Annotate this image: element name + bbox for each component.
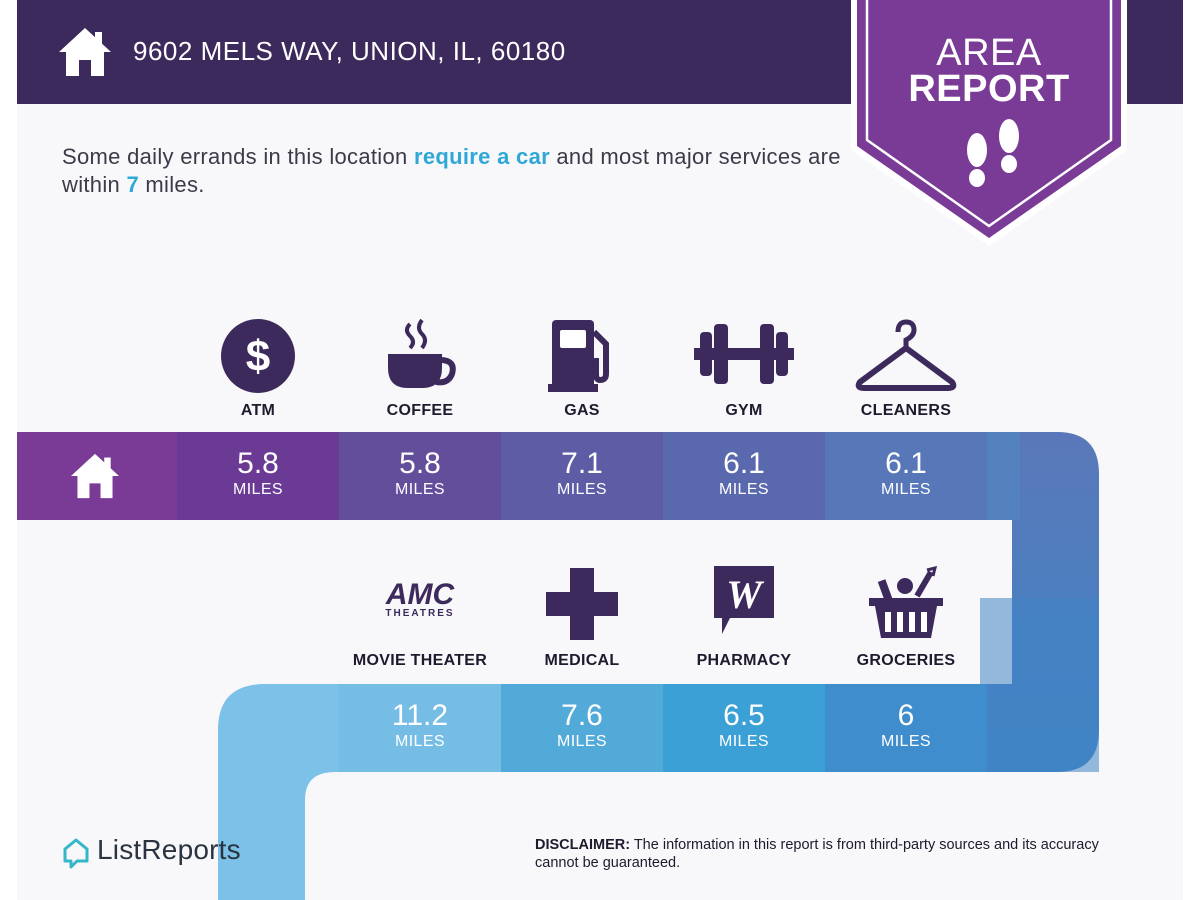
gym-icon-box [663,318,825,398]
gym-distance-unit: MILES [718,481,769,498]
groceries-distance-value: 6 [897,699,915,732]
groceries-distance-unit: MILES [880,733,931,750]
intro-miles-value: 7 [126,172,140,197]
intro-part2: and most major services are within [62,144,841,197]
cleaners-distance-unit: MILES [880,481,931,498]
disclaimer-label: DISCLAIMER: [535,837,631,853]
property-address: 9602 MELS WAY, UNION, IL, 60180 [133,36,566,66]
coffee-label: COFFEE [386,402,454,419]
badge-title-line2: REPORT [908,68,1070,110]
walgreens-logo-icon: W [714,566,774,634]
coffee-icon-box [339,318,501,398]
area-report-page: 9602 MELS WAY, UNION, IL, 60180 AREA REP… [17,0,1183,900]
pharmacy-distance-value: 6.5 [723,699,765,732]
groceries-icon-box [825,566,987,646]
gas-distance-unit: MILES [556,481,607,498]
coffee-distance-unit: MILES [394,481,445,498]
gym-distance: 6.1 MILES [663,432,825,520]
route-path [218,432,1099,900]
gas-label: GAS [564,402,600,419]
movie-theater-distance-value: 11.2 [391,699,449,732]
coffee-cup-icon [388,318,456,388]
disclaimer-text: The information in this report is from t… [535,837,1099,871]
home-cell [17,432,177,520]
medical-cross-icon [546,568,618,640]
dumbbell-icon [694,324,794,384]
atm-distance-unit: MILES [232,481,283,498]
movie-theater-distance-unit: MILES [394,733,445,750]
medical-distance-unit: MILES [556,733,607,750]
cleaners-icon-box [825,318,987,398]
movie-icon-box: AMC THEATRES [339,566,501,646]
gas-distance: 7.1 MILES [501,432,663,520]
pharmacy-icon-box: W [663,566,825,646]
gas-pump-icon [548,320,609,392]
atm-icon-box: $ [177,318,339,398]
gym-distance-value: 6.1 [723,447,765,480]
intro-part3: miles. [139,172,205,197]
atm-distance-value: 5.8 [237,447,279,480]
atm-distance: 5.8 MILES [177,432,339,520]
disclaimer: DISCLAIMER: The information in this repo… [535,836,1135,872]
cleaners-distance-value: 6.1 [885,447,927,480]
pharmacy-label: PHARMACY [696,652,792,669]
svg-text:W: W [726,572,764,617]
medical-distance: 7.6 MILES [501,684,663,772]
coffee-distance-value: 5.8 [399,447,441,480]
cleaners-label: CLEANERS [860,402,952,419]
brand-name: ListReports [97,834,241,865]
pharmacy-distance: 6.5 MILES [663,684,825,772]
movie-theater-label: MOVIE THEATER [352,652,488,669]
svg-text:AMC: AMC [385,578,456,611]
coffee-distance: 5.8 MILES [339,432,501,520]
gym-label: GYM [725,402,763,419]
listreports-logo-icon [63,838,89,869]
footprints-icon [967,119,1019,187]
medical-label: MEDICAL [544,652,620,669]
gas-icon-box [501,318,663,398]
svg-text:THEATRES: THEATRES [385,608,454,619]
hanger-icon [855,319,957,391]
area-report-badge: AREA REPORT [851,0,1127,248]
house-icon [71,453,119,499]
intro-part1: Some daily errands in this location [62,144,414,169]
amc-theatres-logo-icon: AMC THEATRES [385,578,456,619]
medical-icon-box [501,566,663,646]
svg-text:$: $ [246,332,270,381]
intro-highlight: require a car [413,144,550,169]
badge-title-line1: AREA [936,32,1042,74]
medical-distance-value: 7.6 [561,699,603,732]
groceries-label: GROCERIES [856,652,956,669]
grocery-basket-icon [869,566,943,638]
dollar-icon: $ [221,319,295,393]
atm-label: ATM [240,402,276,419]
intro-text: Some daily errands in this location requ… [62,143,842,199]
cleaners-distance: 6.1 MILES [825,432,987,520]
gas-distance-value: 7.1 [561,447,603,480]
pharmacy-distance-unit: MILES [718,733,769,750]
house-icon [59,28,111,76]
movie-theater-distance: 11.2 MILES [339,684,501,772]
groceries-distance: 6 MILES [825,684,987,772]
